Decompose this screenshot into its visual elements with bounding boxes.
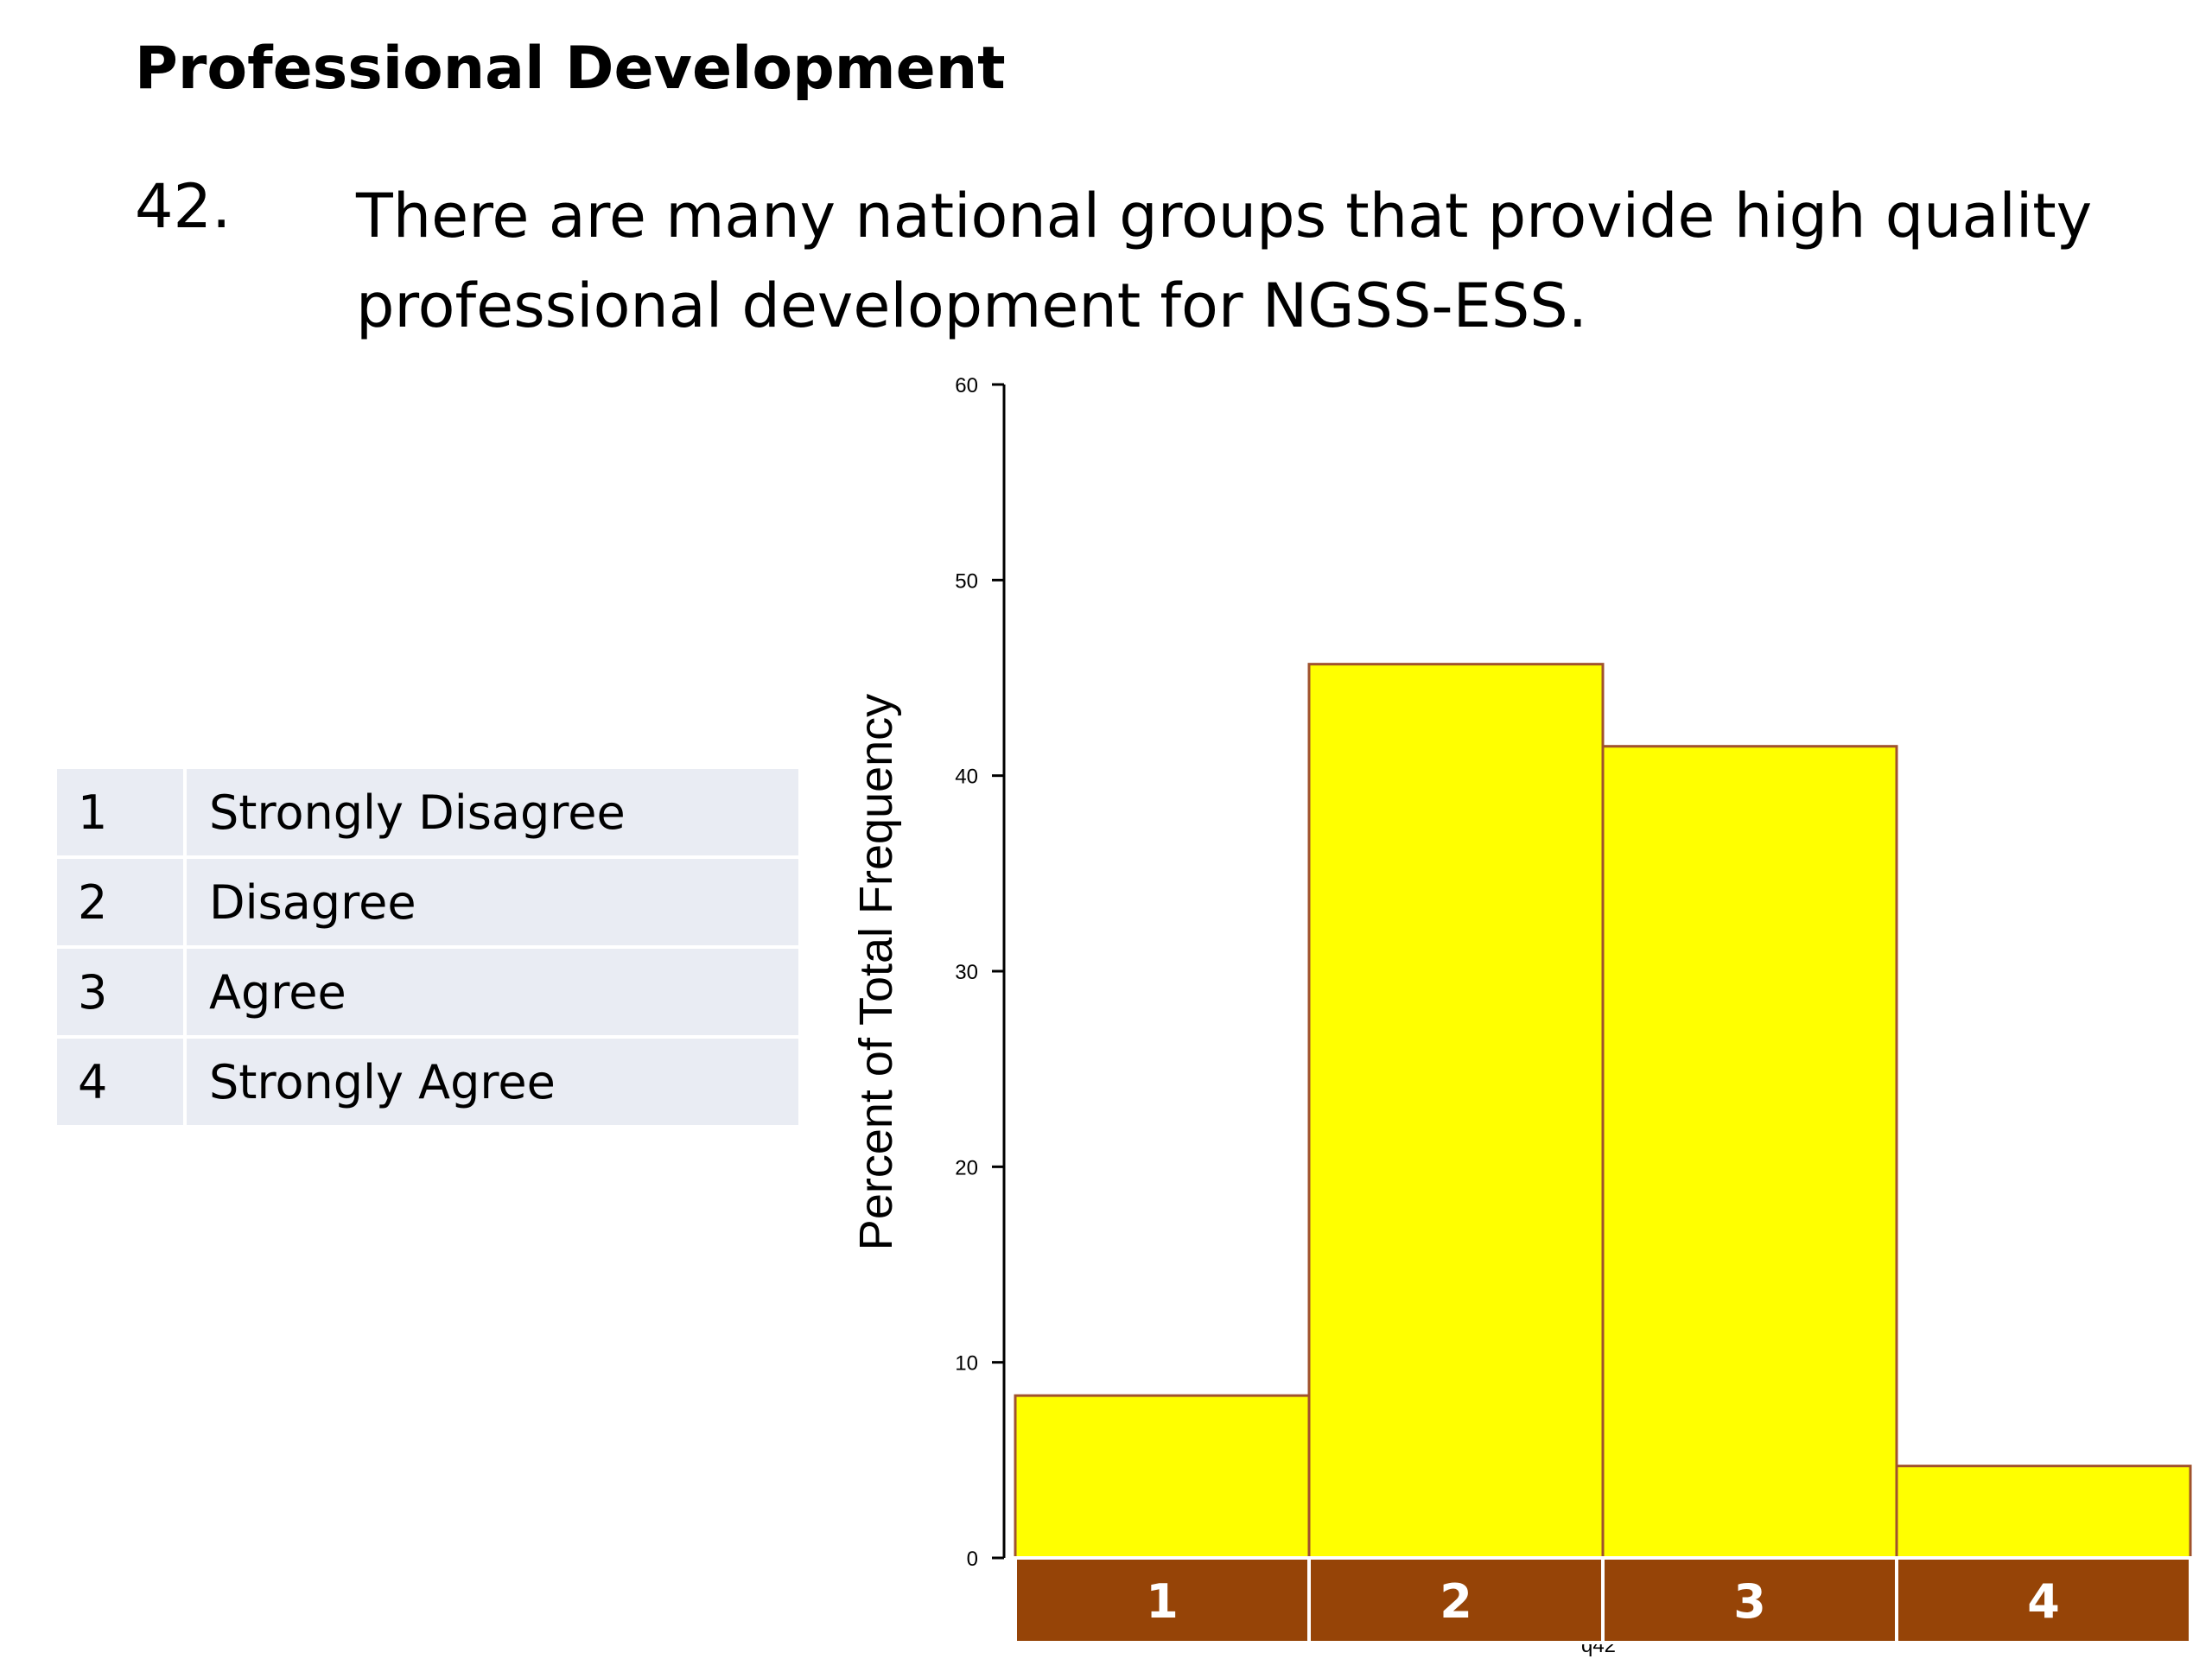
category-label: 2 <box>1440 1574 1472 1629</box>
category-band: 1 2 3 4 <box>1014 1556 2192 1644</box>
category-cell <box>1601 1556 1898 1644</box>
bar-4 <box>1895 1465 2192 1560</box>
y-tick-label: 50 <box>955 569 978 593</box>
scale-code: 4 <box>57 1039 187 1125</box>
scale-label: Strongly Disagree <box>187 769 798 855</box>
y-axis-label: Percent of Total Frequency <box>850 694 902 1250</box>
table-row: 3 Agree <box>57 949 798 1035</box>
y-tick-label: 20 <box>955 1156 978 1179</box>
bar-2 <box>1307 663 1605 1560</box>
category-cell <box>1895 1556 2192 1644</box>
table-row: 1 Strongly Disagree <box>57 769 798 855</box>
scale-label: Agree <box>187 949 798 1035</box>
category-label: 3 <box>1733 1574 1766 1629</box>
y-ticks: 0 10 20 30 40 50 60 <box>955 374 1004 1571</box>
table-row: 4 Strongly Agree <box>57 1039 798 1125</box>
question-number: 42. <box>135 171 232 242</box>
question-text: There are many national groups that prov… <box>356 181 2093 341</box>
bar-3 <box>1601 745 1898 1560</box>
category-cell <box>1014 1556 1311 1644</box>
bars-layer <box>1014 663 2192 1560</box>
y-tick-label: 30 <box>955 961 978 984</box>
scale-label: Strongly Agree <box>187 1039 798 1125</box>
y-tick-label: 0 <box>967 1548 978 1571</box>
category-cell <box>1307 1556 1605 1644</box>
y-tick-label: 10 <box>955 1352 978 1376</box>
y-tick-label: 40 <box>955 766 978 789</box>
y-tick-label: 60 <box>955 374 978 397</box>
scale-code: 2 <box>57 859 187 945</box>
response-scale-table: 1 Strongly Disagree 2 Disagree 3 Agree 4… <box>57 766 798 1128</box>
category-label: 4 <box>2027 1574 2060 1629</box>
table-row: 2 Disagree <box>57 859 798 945</box>
scale-label: Disagree <box>187 859 798 945</box>
scale-code: 3 <box>57 949 187 1035</box>
bar-1 <box>1014 1394 1311 1560</box>
scale-code: 1 <box>57 769 187 855</box>
category-label: 1 <box>1146 1574 1179 1629</box>
slide-heading: Professional Development <box>135 35 1006 103</box>
